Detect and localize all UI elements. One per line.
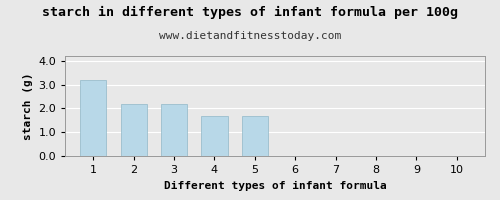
Text: www.dietandfitnesstoday.com: www.dietandfitnesstoday.com [159,31,341,41]
Text: starch in different types of infant formula per 100g: starch in different types of infant form… [42,6,458,19]
Bar [242,116,268,156]
X-axis label: Different types of infant formula: Different types of infant formula [164,181,386,191]
Bar [161,104,187,156]
Bar [202,116,228,156]
Bar [120,104,147,156]
Bar [80,80,106,156]
Y-axis label: starch (g): starch (g) [22,72,32,140]
